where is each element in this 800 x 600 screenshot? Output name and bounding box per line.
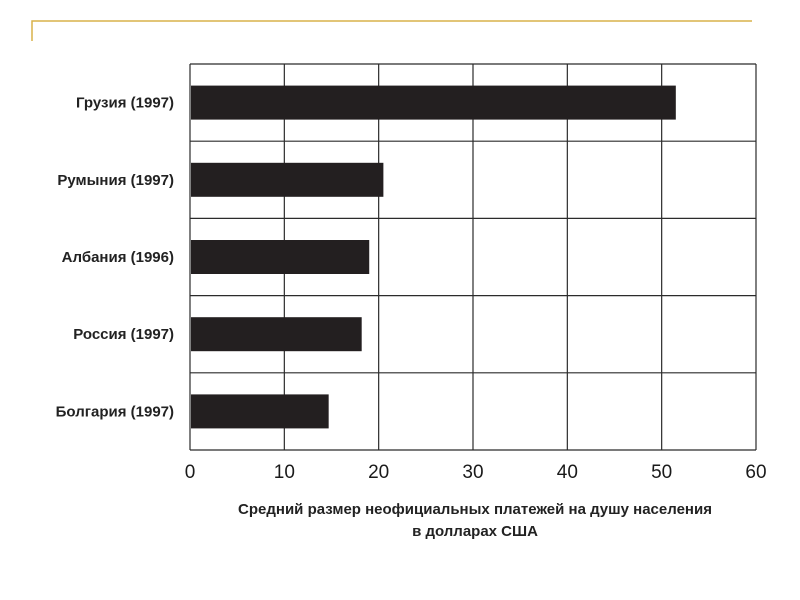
x-tick-label: 60 — [745, 462, 766, 483]
category-label: Грузия (1997) — [76, 95, 174, 112]
decorative-accent-rule — [31, 20, 752, 41]
accent-rule-line — [31, 20, 752, 41]
x-tick-label: 50 — [651, 462, 672, 483]
x-tick-label: 10 — [274, 462, 295, 483]
bar — [191, 317, 362, 352]
category-label: Албания (1996) — [62, 249, 174, 266]
x-axis-title-line-2: в долларах США — [412, 523, 538, 540]
bar — [191, 394, 329, 429]
x-tick-label: 30 — [462, 462, 483, 483]
chart-grid — [189, 63, 757, 451]
category-label: Россия (1997) — [73, 326, 174, 343]
x-tick-label: 40 — [557, 462, 578, 483]
category-label: Болгария (1997) — [56, 403, 174, 420]
chart-bars — [191, 85, 676, 429]
bar — [191, 240, 370, 274]
bar — [191, 85, 676, 120]
x-axis-title-line-1: Средний размер неофициальных платежей на… — [238, 501, 712, 518]
bar — [191, 162, 384, 197]
chart-x-tick-labels: 0 10 20 30 40 50 60 — [185, 462, 767, 483]
x-tick-label: 20 — [368, 462, 389, 483]
category-label: Румыния (1997) — [57, 172, 174, 189]
chart-category-labels: Грузия (1997) Румыния (1997) Албания (1996… — [56, 95, 174, 421]
x-tick-label: 0 — [185, 462, 196, 483]
